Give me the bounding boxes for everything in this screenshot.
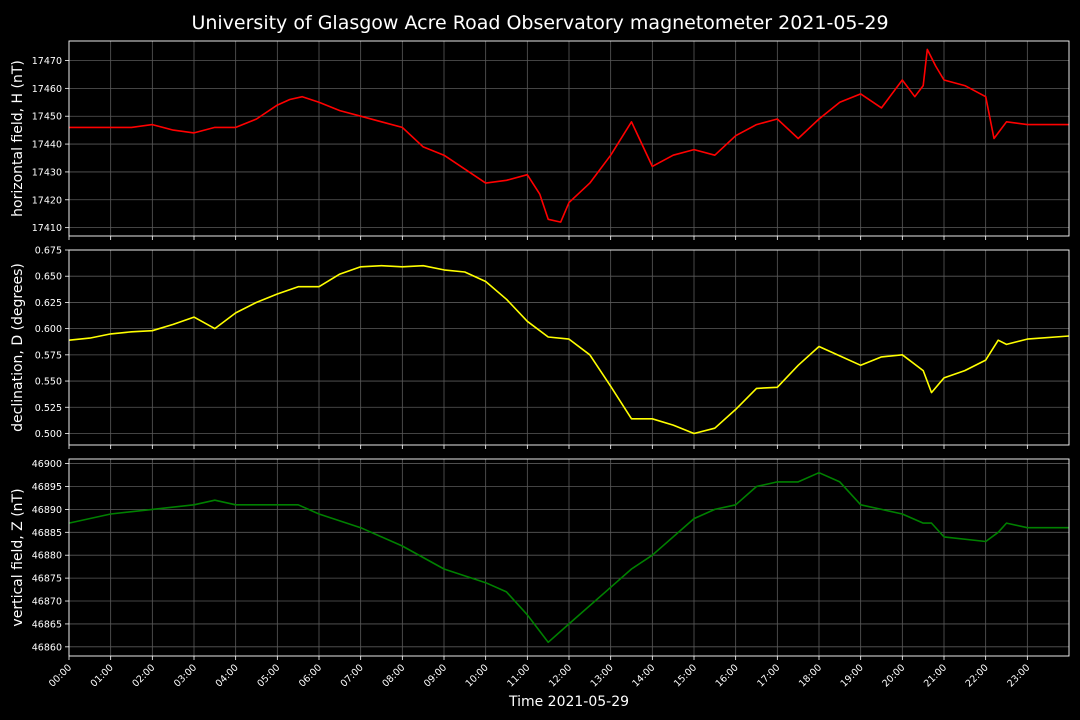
y-tick-label: 17470: [32, 56, 62, 67]
x-tick-label: 12:00: [547, 662, 574, 689]
y-axis-label: declination, D (degrees): [10, 263, 26, 432]
y-tick-label: 17430: [32, 167, 62, 178]
x-tick-label: 10:00: [464, 662, 491, 689]
x-tick-label: 08:00: [380, 662, 407, 689]
x-tick-label: 15:00: [672, 662, 699, 689]
x-tick-label: 07:00: [339, 662, 366, 689]
x-tick-label: 06:00: [297, 662, 324, 689]
x-tick-label: 00:00: [47, 662, 74, 689]
y-tick-label: 17410: [32, 223, 62, 234]
x-tick-label: 11:00: [505, 662, 532, 689]
x-tick-label: 14:00: [630, 662, 657, 689]
y-tick-label: 46900: [32, 459, 62, 470]
series-line: [68, 471, 1069, 644]
panel-3: 46860 46865 46870 46875 46880 46885 46890 46895…: [10, 458, 1070, 660]
panel-frame: [68, 458, 1070, 657]
y-tick-label: 0.500: [35, 429, 62, 440]
x-axis-label: Time 2021-05-29: [508, 694, 629, 710]
y-tick-label: 17440: [32, 140, 62, 151]
x-tick-label: 01:00: [89, 662, 116, 689]
x-tick-label: 18:00: [797, 662, 824, 689]
panel-1: 17410 17420 17430 17440 17450 17460 17470 horiz…: [10, 40, 1070, 240]
y-tick-label: 17460: [32, 84, 62, 95]
panel-frame: [68, 40, 1070, 237]
y-tick-label: 0.575: [35, 350, 62, 361]
y-tick-label: 46890: [32, 505, 62, 516]
chart-title: University of Glasgow Acre Road Observat…: [191, 12, 888, 34]
x-tick-label: 22:00: [964, 662, 991, 689]
y-axis-label: horizontal field, H (nT): [10, 60, 26, 217]
panel-frame: [68, 249, 1070, 446]
y-tick-label: 46895: [32, 482, 62, 493]
y-tick-label: 46860: [32, 642, 62, 653]
chart-panels: 17410 17420 17430 17440 17450 17460 17470 horiz…: [10, 40, 1070, 689]
y-tick-label: 0.525: [35, 403, 62, 414]
y-tick-label: 0.650: [35, 272, 62, 283]
y-axis-label: vertical field, Z (nT): [10, 488, 26, 626]
y-tick-label: 17450: [32, 112, 62, 123]
y-tick-label: 0.550: [35, 377, 62, 388]
x-tick-label: 13:00: [589, 662, 616, 689]
y-tick-label: 46880: [32, 551, 62, 562]
y-tick-label: 46870: [32, 597, 62, 608]
y-tick-label: 46865: [32, 619, 62, 630]
x-tick-label: 23:00: [1005, 662, 1032, 689]
x-tick-label: 16:00: [714, 662, 741, 689]
x-tick-label: 09:00: [422, 662, 449, 689]
y-tick-label: 0.675: [35, 246, 62, 257]
y-tick-label: 46885: [32, 528, 62, 539]
panel-2: 0.500 0.525 0.550 0.575 0.600 0.625 0.650 0.675…: [10, 246, 1070, 449]
x-tick-labels: 00:00 01:00 02:00 03:00 04:00 05:00 06:00 07:00…: [47, 662, 1032, 689]
x-tick-label: 17:00: [755, 662, 782, 689]
x-tick-label: 19:00: [839, 662, 866, 689]
y-tick-label: 0.625: [35, 298, 62, 309]
series-line: [69, 48, 1069, 223]
y-tick-label: 46875: [32, 574, 62, 585]
x-tick-label: 05:00: [255, 662, 282, 689]
x-tick-label: 20:00: [880, 662, 907, 689]
y-tick-label: 17420: [32, 195, 62, 206]
x-tick-label: 02:00: [130, 662, 157, 689]
x-tick-label: 03:00: [172, 662, 199, 689]
x-tick-label: 04:00: [214, 662, 241, 689]
x-tick-label: 21:00: [922, 662, 949, 689]
series-line: [68, 264, 1070, 435]
y-tick-label: 0.600: [35, 324, 62, 335]
